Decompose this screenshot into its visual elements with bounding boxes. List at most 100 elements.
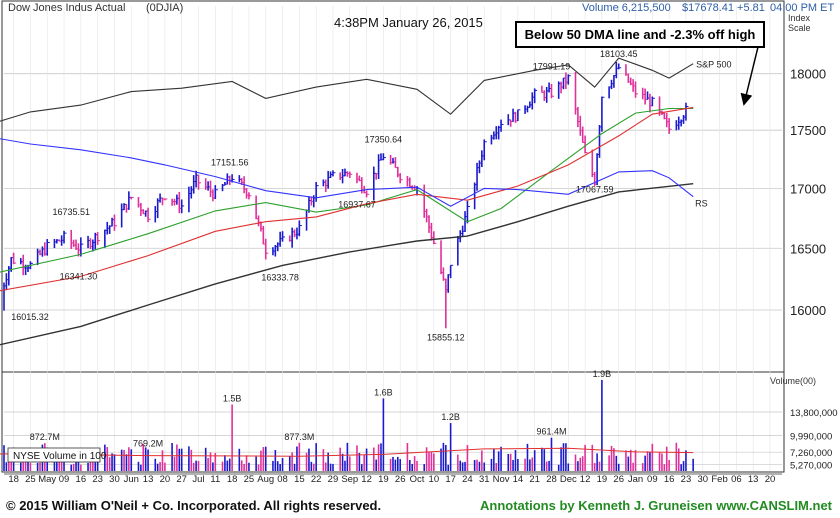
index-scale-label: Index [788,13,811,23]
date-tick-label: 26 [613,474,624,485]
date-tick-label: 21 [529,474,540,485]
volume-tick-label: 13,800,000 [790,408,838,419]
price-value-label: 17067.59 [576,184,614,194]
price-labels: S&P 500 RS 16015.32 16735.51 16341.30 17151.5… [11,49,731,342]
date-axis: 18 25 May 09 16 23 30 Jun 13 20 27 Jul 11 18 25 Aug 08 15… [4,473,782,485]
price-bars [3,61,689,329]
date-tick-label: Sep [341,474,358,485]
date-tick-label: Dec [560,474,577,485]
date-tick-label: 17 [445,474,456,485]
sp500-label: S&P 500 [696,60,731,70]
date-tick-label: 30 [109,474,120,485]
price-value-label: 16937.67 [338,200,376,210]
date-tick-label: 09 [647,474,658,485]
date-tick-label: Aug [257,474,274,485]
date-tick-label: Jan [628,474,643,485]
date-tick-label: 12 [580,474,591,485]
price-value-label: 16735.51 [52,207,90,217]
ma200-line [0,183,694,346]
volume-inset-box [7,447,101,463]
volume-value-label: 769.2M [133,439,163,449]
date-tick-label: 30 [697,474,708,485]
volume-tick-label: 7,260,000 [790,448,832,459]
price-value-label: 16341.30 [60,272,98,282]
date-tick-label: 15 [294,474,305,485]
price-value-label: 16015.32 [11,312,49,322]
volume-value-label: 877.3M [284,432,314,442]
index-symbol: (0DJIA) [146,2,183,14]
annotation-arrow [740,46,759,106]
sp500-line [0,57,694,122]
volume-value-label: 1.9B [593,369,612,379]
ma200_red-line [0,106,694,292]
price-value-label: 17350.64 [365,134,403,144]
volume-value-label: 872.7M [30,432,60,442]
volume-tick-label: 5,270,000 [790,460,832,471]
date-tick-label: May [38,474,56,485]
volume-tick-label: 9,990,000 [790,431,832,442]
volume-axis-title: Volume(00) [770,376,816,386]
price-tick-label: 18000 [790,67,826,82]
date-tick-label: 11 [210,474,220,485]
date-tick-label: 18 [8,474,19,485]
date-tick-label: 25 [25,474,36,485]
header-time: 04:00 PM ET [770,2,834,14]
date-tick-label: 08 [277,474,288,485]
date-tick-label: Jun [124,474,139,485]
date-tick-label: 09 [59,474,70,485]
price-value-label: 15855.12 [427,332,465,342]
price-value-label: 17991.19 [533,62,571,72]
date-tick-label: 29 [328,474,339,485]
index-name: Dow Jones Indus Actual [8,2,125,14]
date-tick-label: 13 [143,474,154,485]
chart-timestamp: 4:38PM January 26, 2015 [334,15,483,30]
rs-line [0,138,694,207]
index-scale-label-2: Scale [788,23,811,33]
volume-average-line [0,447,694,457]
ma50-line [0,107,694,273]
date-tick-label: Nov [493,474,510,485]
date-tick-label: 31 [479,474,490,485]
volume-value-label: 961.4M [536,427,566,437]
indicator-lines [0,57,694,346]
date-tick-label: 12 [361,474,372,485]
date-tick-label: 16 [76,474,87,485]
date-tick-label: 22 [311,474,322,485]
date-tick-label: 13 [748,474,759,485]
date-tick-label: 28 [546,474,557,485]
date-tick-label: Oct [410,474,425,485]
date-tick-label: 24 [462,474,473,485]
date-tick-label: 23 [92,474,103,485]
price-value-label: 18103.45 [600,49,638,59]
date-tick-label: 20 [765,474,776,485]
date-tick-label: 20 [160,474,171,485]
header-volume: Volume 6,215,500 [582,2,671,14]
header-quote: $17678.41 +5.81 [682,2,765,14]
date-tick-label: 23 [681,474,692,485]
annotation-text: Below 50 DMA line and -2.3% off high [525,27,756,42]
date-tick-label: 10 [429,474,440,485]
footer-copyright: © 2015 William O'Neil + Co. Incorporated… [6,498,382,513]
volume-value-label: 1.6B [374,387,393,397]
price-tick-label: 17500 [790,123,826,138]
price-value-label: 17151.56 [211,158,249,168]
price-tick-label: 16000 [790,303,826,318]
date-tick-label: Feb [711,474,727,485]
volume-value-label: 1.5B [223,394,242,404]
date-tick-label: 19 [378,474,389,485]
price-tick-label: 17000 [790,181,826,196]
date-tick-label: Jul [192,474,204,485]
volume-inset-label: NYSE Volume in 100 [13,451,107,462]
footer-annotations-credit: Annotations by Kenneth J. Gruneisen www.… [480,498,832,513]
date-tick-label: 18 [227,474,238,485]
date-tick-label: 16 [664,474,675,485]
date-tick-label: 14 [513,474,524,485]
date-tick-label: 25 [244,474,255,485]
date-tick-label: 27 [176,474,187,485]
price-value-label: 16333.78 [261,273,299,283]
date-tick-label: 26 [395,474,406,485]
date-tick-label: 19 [597,474,608,485]
rs-label: RS [695,199,708,209]
